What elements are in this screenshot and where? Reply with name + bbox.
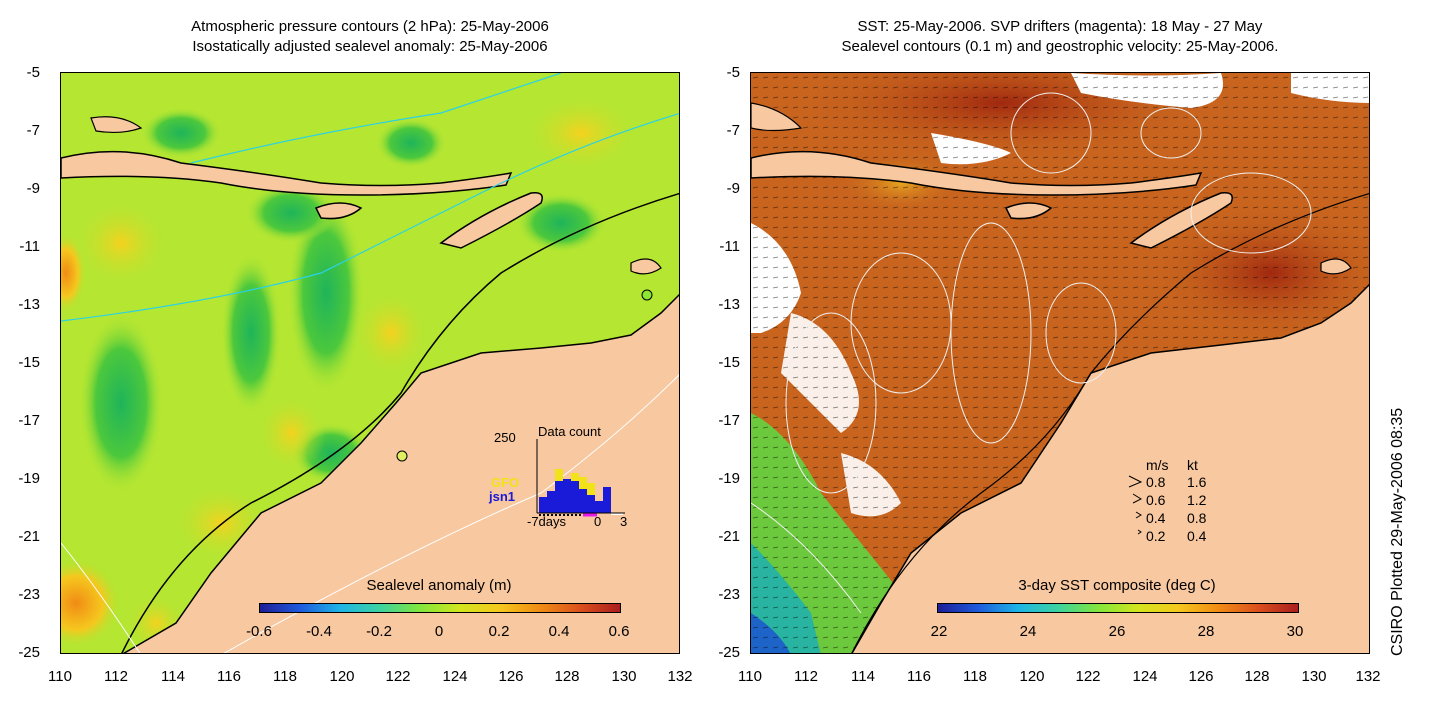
sla-tick-2: -0.2 [366, 623, 392, 640]
right-xtick-1: 112 [794, 668, 818, 685]
sst-map: m/s kt 0.8 1.6 0.6 1.2 0.4 0.8 0.2 0.4 3… [750, 72, 1370, 654]
left-xtick-1: 112 [104, 668, 128, 685]
sst-colorbar [937, 603, 1299, 613]
velocity-row-3-ms: 0.4 [1146, 510, 1166, 526]
left-xtick-5: 120 [329, 668, 355, 685]
left-xtick-6: 122 [385, 668, 411, 685]
right-xtick-9: 128 [1244, 668, 1270, 685]
left-ytick-6: -17 [18, 412, 40, 429]
right-xtick-8: 126 [1188, 668, 1214, 685]
right-title-line2: Sealevel contours (0.1 m) and geostrophi… [841, 38, 1279, 55]
sla-colorbar [259, 603, 621, 613]
velocity-row-1-ms: 0.8 [1146, 474, 1166, 490]
left-ytick-1: -7 [26, 122, 40, 139]
sst-tick-1: 24 [1019, 623, 1037, 640]
left-xtick-7: 124 [442, 668, 468, 685]
left-xtick-8: 126 [498, 668, 524, 685]
inset-x-left: -7days [527, 514, 567, 529]
right-map-title: SST: 25-May-2006. SVP drifters (magenta)… [750, 17, 1370, 57]
sla-tick-1: -0.4 [306, 623, 332, 640]
right-ytick-7: -19 [718, 470, 740, 487]
left-title-line2: Isostatically adjusted sealevel anomaly:… [192, 38, 548, 55]
velocity-row-2-ms: 0.6 [1146, 492, 1166, 508]
left-xtick-0: 110 [48, 668, 72, 685]
left-ytick-5: -15 [18, 354, 40, 371]
left-ytick-3: -11 [19, 238, 40, 255]
data-count-histogram [536, 439, 625, 517]
velocity-row-4-ms: 0.2 [1146, 528, 1166, 544]
right-xtick-7: 124 [1132, 668, 1158, 685]
right-xtick-11: 132 [1355, 668, 1381, 685]
left-xtick-2: 114 [161, 668, 185, 685]
inset-x-mid: 0 [594, 514, 602, 529]
right-ytick-1: -7 [726, 122, 740, 139]
left-ytick-10: -25 [18, 644, 40, 661]
velocity-header-ms: m/s [1146, 457, 1169, 473]
velocity-row-4-kt: 0.4 [1187, 528, 1207, 544]
right-ytick-5: -15 [718, 354, 740, 371]
right-ytick-8: -21 [718, 528, 740, 545]
sst-colorbar-title: 3-day SST composite (deg C) [1018, 577, 1216, 594]
sst-tick-3: 28 [1197, 623, 1215, 640]
sst-field [751, 73, 1369, 653]
inset-x-right: 3 [620, 514, 628, 529]
sla-tick-0: -0.6 [246, 623, 272, 640]
right-xtick-0: 110 [738, 668, 762, 685]
left-xtick-3: 116 [217, 668, 241, 685]
sst-tick-4: 30 [1286, 623, 1304, 640]
velocity-arrows [1128, 475, 1143, 535]
sealevel-anomaly-map: 250 Data count GFO jsn1 -7days 0 3 [60, 72, 680, 654]
sst-tick-2: 26 [1108, 623, 1126, 640]
right-ytick-0: -5 [726, 64, 740, 81]
inset-sat1-label: GFO [491, 475, 520, 490]
left-xtick-4: 118 [273, 668, 297, 685]
right-xtick-10: 130 [1301, 668, 1327, 685]
velocity-row-1-kt: 1.6 [1187, 474, 1207, 490]
plot-credit: CSIRO Plotted 29-May-2006 08:35 [1389, 407, 1406, 656]
inset-title: Data count [538, 424, 601, 439]
inset-sat2-label: jsn1 [489, 489, 516, 504]
velocity-row-2-kt: 1.2 [1187, 492, 1207, 508]
sla-tick-3: 0 [434, 623, 444, 640]
sla-tick-6: 0.6 [608, 623, 630, 640]
left-ytick-0: -5 [26, 64, 40, 81]
velocity-header-kt: kt [1187, 457, 1198, 473]
right-ytick-2: -9 [726, 180, 740, 197]
right-xtick-6: 122 [1075, 668, 1101, 685]
left-ytick-2: -9 [26, 180, 40, 197]
left-ytick-9: -23 [18, 586, 40, 603]
left-xtick-11: 132 [667, 668, 693, 685]
left-ytick-8: -21 [18, 528, 40, 545]
left-xtick-9: 128 [554, 668, 580, 685]
velocity-row-3-kt: 0.8 [1187, 510, 1207, 526]
right-ytick-10: -25 [718, 644, 740, 661]
left-ytick-7: -19 [18, 470, 40, 487]
sst-tick-0: 22 [930, 623, 948, 640]
right-xtick-2: 114 [851, 668, 875, 685]
right-title-line1: SST: 25-May-2006. SVP drifters (magenta)… [857, 18, 1263, 35]
right-xtick-4: 118 [963, 668, 987, 685]
right-xtick-5: 120 [1019, 668, 1045, 685]
left-xtick-10: 130 [611, 668, 637, 685]
sla-tick-4: 0.2 [488, 623, 510, 640]
sla-tick-5: 0.4 [548, 623, 570, 640]
right-ytick-9: -23 [718, 586, 740, 603]
sla-colorbar-title: Sealevel anomaly (m) [366, 577, 512, 594]
sealevel-anomaly-field [61, 73, 679, 653]
left-ytick-4: -13 [18, 296, 40, 313]
left-map-title: Atmospheric pressure contours (2 hPa): 2… [60, 17, 680, 57]
right-ytick-6: -17 [718, 412, 740, 429]
right-ytick-3: -11 [719, 238, 740, 255]
inset-count-label: 250 [494, 430, 516, 445]
right-xtick-3: 116 [907, 668, 931, 685]
right-ytick-4: -13 [718, 296, 740, 313]
left-title-line1: Atmospheric pressure contours (2 hPa): 2… [191, 18, 549, 35]
